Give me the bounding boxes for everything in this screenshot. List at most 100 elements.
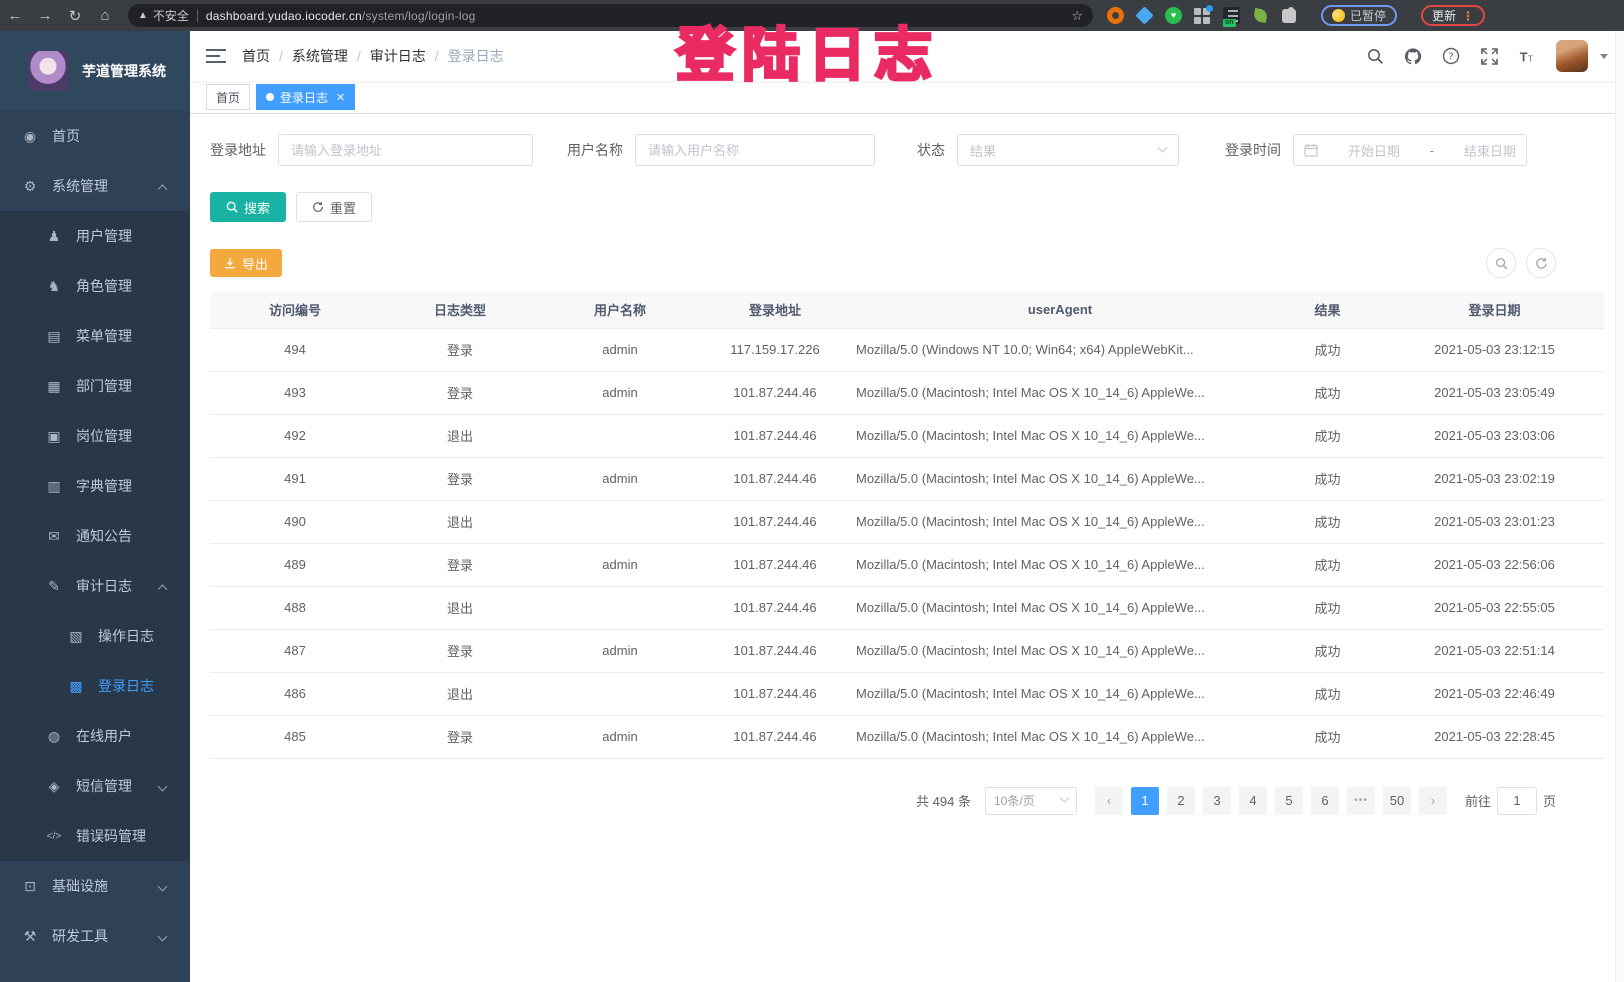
user-icon: ♟	[47, 227, 61, 244]
status-placeholder: 结果	[970, 143, 997, 159]
sidebar-item-错误码管理[interactable]: </> 错误码管理	[0, 811, 190, 861]
table-row: 488 退出 101.87.244.46 Mozilla/5.0 (Macintosh…	[210, 586, 1604, 630]
sidebar-item-菜单管理[interactable]: ▤ 菜单管理	[0, 311, 190, 361]
bookmark-star-icon[interactable]: ☆	[1071, 7, 1083, 23]
fullscreen-icon[interactable]	[1480, 47, 1498, 65]
cell-user	[540, 414, 700, 458]
help-icon[interactable]: ?	[1442, 47, 1460, 65]
forward-icon[interactable]: →	[37, 7, 53, 24]
orange-extension-icon[interactable]	[1107, 7, 1124, 24]
page-button-1[interactable]: 1	[1130, 786, 1159, 815]
sidebar-item-首页[interactable]: ◉ 首页	[0, 111, 190, 161]
sidebar-item-岗位管理[interactable]: ▣ 岗位管理	[0, 411, 190, 461]
heart-extension-icon[interactable]: ♥	[1165, 7, 1182, 24]
prev-page-button[interactable]: ‹	[1094, 786, 1123, 815]
sidebar-item-字典管理[interactable]: ▥ 字典管理	[0, 461, 190, 511]
date-range-picker[interactable]: 开始日期 - 结束日期	[1293, 134, 1527, 166]
github-icon[interactable]	[1404, 47, 1422, 65]
page-button-50[interactable]: 50	[1382, 786, 1411, 815]
tab-login-log[interactable]: 登录日志 ✕	[256, 84, 356, 110]
sidebar-item-角色管理[interactable]: ♞ 角色管理	[0, 261, 190, 311]
sidebar-item-操作日志[interactable]: ▧ 操作日志	[0, 611, 190, 661]
sidebar-logo-row[interactable]: 芋道管理系统	[0, 31, 190, 111]
page-button-2[interactable]: 2	[1166, 786, 1195, 815]
infra-icon: ⊡	[24, 877, 36, 894]
sidebar-item-系统管理[interactable]: ⚙ 系统管理	[0, 161, 190, 211]
start-date-placeholder[interactable]: 开始日期	[1347, 143, 1400, 159]
browser-update-button[interactable]: 更新 ⋮	[1421, 5, 1486, 26]
column-header-user-agent: userAgent	[850, 292, 1270, 328]
next-page-button[interactable]: ›	[1418, 786, 1447, 815]
tab-close-icon[interactable]: ✕	[336, 91, 346, 104]
cell-ip: 117.159.17.226	[700, 327, 850, 372]
cell-type: 登录	[380, 457, 540, 501]
grid-extension-icon[interactable]	[1194, 5, 1213, 24]
table-toolbar: 导出	[210, 248, 1604, 278]
show-search-icon[interactable]	[1486, 248, 1516, 278]
back-icon[interactable]: ←	[7, 7, 23, 24]
breadcrumb-item: 登录日志	[447, 48, 504, 64]
cell-user-agent: Mozilla/5.0 (Macintosh; Intel Mac OS X 1…	[850, 457, 1270, 501]
sidebar-item-审计日志[interactable]: ✎ 审计日志	[0, 561, 190, 611]
home-icon[interactable]: ⌂	[100, 7, 110, 24]
total-count: 共 494 条	[916, 794, 971, 809]
search-icon[interactable]	[1366, 47, 1384, 65]
page-button-5[interactable]: 5	[1274, 786, 1303, 815]
puzzle-extensions-icon[interactable]	[1282, 6, 1296, 23]
reload-icon[interactable]: ↻	[68, 7, 82, 25]
breadcrumb-item[interactable]: 审计日志	[369, 48, 426, 64]
leaf-extension-icon[interactable]	[1252, 7, 1269, 24]
online-user-icon: ◍	[47, 727, 61, 744]
update-label: 更新	[1432, 9, 1457, 23]
export-button[interactable]: 导出	[210, 249, 283, 277]
more-pages-button[interactable]: •••	[1346, 786, 1375, 815]
breadcrumb-item[interactable]: 首页	[242, 48, 270, 64]
reset-button[interactable]: 重置	[296, 192, 373, 222]
gem-extension-icon[interactable]	[1135, 6, 1154, 25]
cell-id: 486	[210, 672, 380, 716]
sidebar-item-短信管理[interactable]: ◈ 短信管理	[0, 761, 190, 811]
username-input[interactable]	[648, 142, 862, 158]
hamburger-icon[interactable]	[206, 45, 226, 67]
list-extension-icon[interactable]: on	[1223, 7, 1240, 27]
page-button-6[interactable]: 6	[1310, 786, 1339, 815]
breadcrumb-item[interactable]: 系统管理	[291, 48, 348, 64]
sidebar-item-用户管理[interactable]: ♟ 用户管理	[0, 211, 190, 261]
refresh-icon[interactable]	[1526, 248, 1556, 278]
user-avatar[interactable]	[1556, 40, 1588, 72]
avatar-caret-icon[interactable]	[1600, 53, 1608, 59]
address-input[interactable]	[291, 142, 520, 158]
page-button-4[interactable]: 4	[1238, 786, 1267, 815]
sidebar-item-部门管理[interactable]: ▦ 部门管理	[0, 361, 190, 411]
column-header-type: 日志类型	[380, 292, 540, 328]
search-button[interactable]: 搜索	[210, 192, 287, 222]
status-select[interactable]: 结果	[957, 134, 1179, 166]
cell-user-agent: Mozilla/5.0 (Macintosh; Intel Mac OS X 1…	[850, 543, 1270, 587]
sidebar-item-基础设施[interactable]: ⊡ 基础设施	[0, 861, 190, 911]
tab-home[interactable]: 首页	[206, 84, 251, 110]
cell-user	[540, 500, 700, 544]
url-separator	[196, 9, 198, 22]
profile-paused-pill[interactable]: 已暂停	[1321, 5, 1398, 26]
page-size-select[interactable]: 10条/页	[984, 786, 1077, 815]
sidebar-item-登录日志[interactable]: ▩ 登录日志	[0, 661, 190, 711]
goto-page-input[interactable]	[1496, 786, 1537, 815]
sidebar-item-研发工具[interactable]: ⚒ 研发工具	[0, 911, 190, 961]
page-button-3[interactable]: 3	[1202, 786, 1231, 815]
end-date-placeholder[interactable]: 结束日期	[1463, 143, 1516, 159]
table-row: 492 退出 101.87.244.46 Mozilla/5.0 (Macintosh…	[210, 414, 1604, 458]
url-text: dashboard.yudao.iocoder.cn/system/log/lo…	[205, 8, 476, 23]
annotation-login-log: 登陆日志	[674, 22, 941, 90]
browser-menu-icon[interactable]: ⋮	[1462, 8, 1475, 23]
sidebar-item-通知公告[interactable]: ✉ 通知公告	[0, 511, 190, 561]
sidebar-item-在线用户[interactable]: ◍ 在线用户	[0, 711, 190, 761]
address-bar[interactable]: ▲ 不安全 dashboard.yudao.iocoder.cn/system/…	[128, 4, 1093, 27]
reset-button-label: 重置	[330, 200, 357, 216]
sidebar-item-label: 登录日志	[98, 678, 154, 694]
cell-ip: 101.87.244.46	[700, 672, 850, 716]
tab-home-label: 首页	[216, 90, 241, 105]
column-header-user: 用户名称	[540, 292, 700, 328]
cell-ip: 101.87.244.46	[700, 500, 850, 544]
page-scrollbar[interactable]	[1615, 31, 1624, 982]
